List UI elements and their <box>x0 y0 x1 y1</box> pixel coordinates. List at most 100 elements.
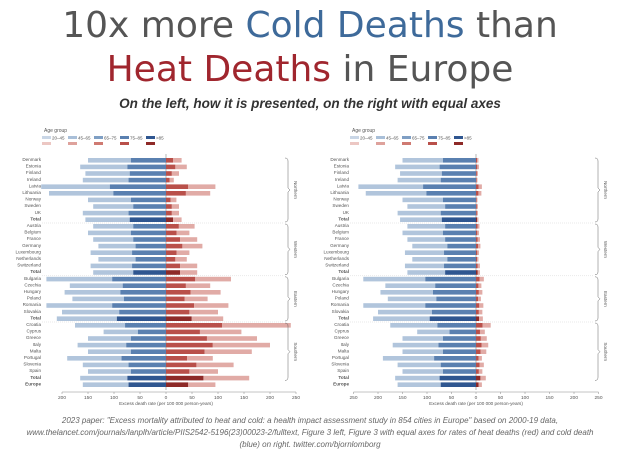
country-label: Sweden <box>24 203 41 208</box>
country-label: Romania <box>331 302 350 307</box>
heat-bar <box>476 356 479 361</box>
x-tick-label: 200 <box>58 395 66 401</box>
country-label: Cyprus <box>334 329 349 334</box>
legend-swatch-cold <box>428 136 437 139</box>
cold-bar <box>130 369 166 374</box>
heat-bar <box>476 217 478 222</box>
heat-bar-outer <box>477 230 479 236</box>
title-than: than <box>464 5 558 46</box>
x-tick-label: 250 <box>292 395 300 401</box>
heat-bar-outer <box>195 276 231 282</box>
country-label: Slovenia <box>23 362 41 367</box>
x-axis-label: Excess death rate (per 100 000 person-ye… <box>429 401 523 406</box>
country-label: Lithuania <box>22 190 41 195</box>
country-label: Total <box>338 216 349 221</box>
cold-bar <box>445 237 476 242</box>
country-label: Denmark <box>330 157 349 162</box>
country-label: Finland <box>26 170 42 175</box>
cold-bar-outer <box>407 270 446 275</box>
cold-bar-outer <box>80 164 128 170</box>
cold-bar-outer <box>93 204 134 209</box>
legend-swatch-cold <box>42 136 51 139</box>
country-label: Romania <box>23 302 42 307</box>
cold-bar-outer <box>402 369 443 374</box>
heat-bar <box>476 303 480 308</box>
legend-swatch-heat <box>402 142 411 145</box>
country-label: Italy <box>33 342 42 347</box>
heat-bar-outer <box>479 276 484 282</box>
cold-bar <box>426 191 476 196</box>
legend-swatch-cold <box>376 136 385 139</box>
country-label: Sweden <box>332 203 349 208</box>
cold-bar-outer <box>380 290 434 295</box>
cold-bar <box>442 349 476 354</box>
heat-bar-outer <box>481 342 489 348</box>
cold-bar-outer <box>358 184 424 189</box>
cold-bar <box>113 191 166 196</box>
heat-bar <box>166 342 213 348</box>
heat-bar <box>476 210 477 216</box>
legend-swatch-cold <box>350 136 359 139</box>
country-label: Latvia <box>337 183 350 188</box>
cold-bar <box>442 197 476 203</box>
country-label: Belgium <box>24 230 41 235</box>
heat-bar-outer <box>476 210 478 216</box>
heat-bar-outer <box>479 362 484 368</box>
heat-bar <box>166 336 207 341</box>
cold-bar <box>429 316 476 321</box>
cold-bar <box>423 184 476 189</box>
legend-swatch-cold <box>402 136 411 139</box>
cold-bar <box>445 270 476 275</box>
cold-bar <box>133 237 166 242</box>
heat-bar-outer <box>478 283 482 288</box>
x-tick-label: 200 <box>266 395 274 401</box>
country-label: Italy <box>341 342 350 347</box>
heat-bar-outer <box>203 375 250 381</box>
cold-bar-outer <box>397 210 441 216</box>
heat-bar-outer <box>476 197 478 203</box>
legend-swatch-cold <box>68 136 77 139</box>
x-tick-label: 200 <box>570 395 578 401</box>
cold-bar <box>130 336 166 341</box>
cold-bar <box>129 171 166 176</box>
cold-bar <box>436 296 476 302</box>
cold-bar <box>439 164 476 170</box>
country-label: Malta <box>338 348 350 353</box>
heat-bar-outer <box>189 369 218 374</box>
heat-bar <box>166 309 190 315</box>
heat-bar-outer <box>182 243 203 249</box>
cold-bar-outer <box>88 349 131 354</box>
region-label: Southern <box>603 342 608 361</box>
cold-bar-outer <box>392 342 439 348</box>
heat-bar-outer <box>188 382 216 387</box>
heat-bar-outer <box>185 191 211 196</box>
subtitle: On the left, how it is presented, on the… <box>119 96 501 111</box>
cold-bar-outer <box>56 316 117 321</box>
heat-bar <box>476 237 478 242</box>
charts: Age group 20–45 45–65 65–75 75–85 >85 Denmark E… <box>15 128 608 406</box>
legend-swatch-heat <box>146 142 155 145</box>
heat-bar <box>166 316 192 321</box>
heat-bar-outer <box>178 224 195 229</box>
heat-bar-outer <box>478 356 482 361</box>
heat-bar-outer <box>478 309 483 315</box>
heat-bar <box>476 369 479 374</box>
x-tick-label: 50 <box>449 395 455 401</box>
legend-label: 20–45 <box>52 136 65 141</box>
legend-swatch-heat <box>120 142 129 145</box>
cold-bar <box>431 309 476 315</box>
heat-bar <box>476 243 478 249</box>
country-label: Malta <box>30 348 42 353</box>
heat-bar-outer <box>180 270 198 275</box>
heat-bar-outer <box>478 382 482 387</box>
country-label: Slovakia <box>332 309 350 314</box>
heat-bar <box>166 283 186 288</box>
x-tick-label: 250 <box>594 395 602 401</box>
cold-bar <box>109 184 166 189</box>
heat-bar-outer <box>480 349 487 354</box>
heat-bar-outer <box>194 303 229 308</box>
heat-bar-outer <box>170 197 177 203</box>
country-label: Slovakia <box>24 309 42 314</box>
heat-bar-outer <box>212 342 270 348</box>
heat-bar-outer <box>190 290 221 295</box>
